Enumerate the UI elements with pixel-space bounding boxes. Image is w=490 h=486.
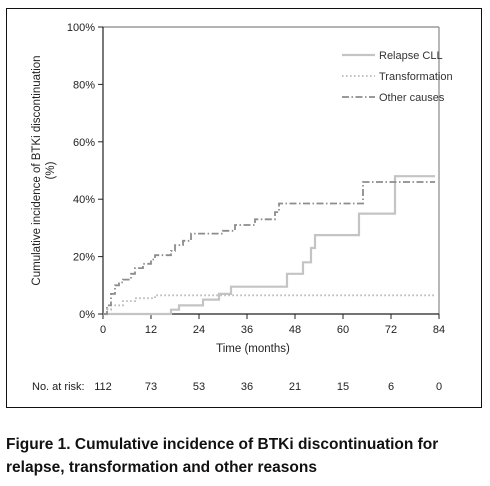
legend: Relapse CLL Transformation Other causes <box>342 50 453 104</box>
at-risk-count: 15 <box>337 381 349 393</box>
caption-line-2: relapse, transformation and other reason… <box>6 459 317 476</box>
figure-frame: 0% 20% 40% 60% 80% 100% 0 12 24 36 48 60 72 84 Time (m… <box>6 8 482 408</box>
x-axis-title: Time (months) <box>216 343 290 355</box>
at-risk-table: No. at risk: 112 73 53 36 21 15 6 0 <box>32 381 442 393</box>
series-layer <box>103 175 435 316</box>
axes-layer: 0% 20% 40% 60% 80% 100% 0 12 24 36 48 60 72 84 Time (m… <box>31 22 445 355</box>
series-line-1 <box>103 294 435 315</box>
at-risk-count: 0 <box>436 381 442 393</box>
y-axis-unit: (%) <box>45 161 57 179</box>
y-tick-label: 20% <box>73 252 95 264</box>
y-axis-title: Cumulative incidence of BTKi discontinua… <box>31 55 43 285</box>
y-tick-label: 0% <box>79 309 95 321</box>
at-risk-count: 53 <box>193 381 205 393</box>
legend-label: Transformation <box>379 71 453 83</box>
at-risk-count: 21 <box>289 381 301 393</box>
at-risk-count: 73 <box>145 381 157 393</box>
x-tick-label: 12 <box>145 324 157 336</box>
x-tick-label: 84 <box>433 324 445 336</box>
series-line-0 <box>103 175 435 316</box>
at-risk-label: No. at risk: <box>32 381 85 393</box>
x-tick-label: 48 <box>289 324 301 336</box>
legend-label: Relapse CLL <box>379 50 443 62</box>
at-risk-count: 112 <box>94 381 112 393</box>
at-risk-count: 6 <box>388 381 394 393</box>
figure-caption: Figure 1. Cumulative incidence of BTKi d… <box>6 433 484 479</box>
x-tick-label: 24 <box>193 324 205 336</box>
y-tick-label: 60% <box>73 137 95 149</box>
x-tick-label: 60 <box>337 324 349 336</box>
legend-label: Other causes <box>379 92 445 104</box>
x-tick-label: 36 <box>241 324 253 336</box>
x-tick-label: 0 <box>100 324 106 336</box>
x-tick-label: 72 <box>385 324 397 336</box>
caption-line-1: Figure 1. Cumulative incidence of BTKi d… <box>6 436 439 453</box>
series-line-2 <box>103 181 435 315</box>
y-tick-label: 100% <box>67 22 95 34</box>
y-tick-label: 80% <box>73 79 95 91</box>
at-risk-count: 36 <box>241 381 253 393</box>
y-tick-label: 40% <box>73 194 95 206</box>
